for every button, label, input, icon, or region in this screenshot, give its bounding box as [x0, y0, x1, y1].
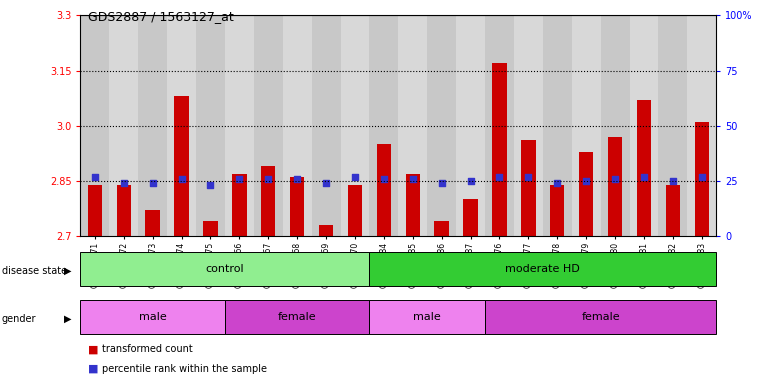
- Text: male: male: [139, 312, 166, 322]
- Point: [696, 174, 708, 180]
- Point: [378, 175, 390, 182]
- Bar: [369, 300, 485, 334]
- Bar: [110, 15, 138, 236]
- Point: [407, 175, 419, 182]
- Bar: [80, 15, 110, 236]
- Bar: [341, 15, 369, 236]
- Text: ■: ■: [88, 344, 99, 354]
- Point: [609, 175, 621, 182]
- Bar: [543, 15, 571, 236]
- Text: moderate HD: moderate HD: [506, 264, 580, 274]
- Point: [638, 174, 650, 180]
- Bar: [687, 15, 716, 236]
- Bar: [405, 174, 420, 236]
- Bar: [369, 15, 398, 236]
- Point: [436, 180, 448, 186]
- Text: GDS2887 / 1563127_at: GDS2887 / 1563127_at: [88, 10, 234, 23]
- Bar: [225, 15, 254, 236]
- Bar: [485, 300, 716, 334]
- Point: [666, 178, 679, 184]
- Bar: [283, 15, 312, 236]
- Bar: [695, 122, 709, 236]
- Bar: [377, 144, 391, 236]
- Bar: [493, 63, 506, 236]
- Point: [205, 182, 217, 189]
- Bar: [87, 185, 102, 236]
- Bar: [225, 300, 369, 334]
- Point: [262, 175, 274, 182]
- Point: [175, 175, 188, 182]
- Bar: [138, 15, 167, 236]
- Text: percentile rank within the sample: percentile rank within the sample: [102, 364, 267, 374]
- Bar: [456, 15, 485, 236]
- Text: transformed count: transformed count: [102, 344, 192, 354]
- Text: female: female: [278, 312, 316, 322]
- Bar: [637, 100, 651, 236]
- Bar: [630, 15, 659, 236]
- Bar: [254, 15, 283, 236]
- Bar: [175, 96, 188, 236]
- Point: [146, 180, 159, 186]
- Bar: [369, 252, 716, 286]
- Bar: [232, 174, 247, 236]
- Point: [493, 174, 506, 180]
- Point: [233, 175, 245, 182]
- Bar: [80, 300, 225, 334]
- Bar: [319, 225, 333, 236]
- Text: gender: gender: [2, 314, 36, 324]
- Bar: [463, 199, 478, 236]
- Text: ▶: ▶: [64, 266, 71, 276]
- Bar: [659, 15, 687, 236]
- Text: male: male: [414, 312, 441, 322]
- Bar: [485, 15, 514, 236]
- Bar: [348, 185, 362, 236]
- Point: [349, 174, 361, 180]
- Bar: [427, 15, 456, 236]
- Bar: [80, 252, 369, 286]
- Bar: [203, 222, 218, 236]
- Text: ▶: ▶: [64, 314, 71, 324]
- Bar: [398, 15, 427, 236]
- Point: [89, 174, 101, 180]
- Text: control: control: [205, 264, 244, 274]
- Bar: [666, 185, 680, 236]
- Bar: [521, 141, 535, 236]
- Bar: [261, 166, 276, 236]
- Bar: [579, 152, 594, 236]
- Point: [552, 180, 564, 186]
- Text: female: female: [581, 312, 620, 322]
- Text: disease state: disease state: [2, 266, 67, 276]
- Point: [291, 175, 303, 182]
- Bar: [146, 210, 160, 236]
- Bar: [434, 222, 449, 236]
- Bar: [196, 15, 225, 236]
- Point: [320, 180, 332, 186]
- Text: ■: ■: [88, 364, 99, 374]
- Point: [580, 178, 592, 184]
- Bar: [167, 15, 196, 236]
- Bar: [571, 15, 601, 236]
- Point: [464, 178, 476, 184]
- Bar: [601, 15, 630, 236]
- Bar: [290, 177, 304, 236]
- Point: [118, 180, 130, 186]
- Bar: [312, 15, 341, 236]
- Point: [522, 174, 535, 180]
- Bar: [550, 185, 565, 236]
- Bar: [514, 15, 543, 236]
- Bar: [608, 137, 622, 236]
- Bar: [116, 185, 131, 236]
